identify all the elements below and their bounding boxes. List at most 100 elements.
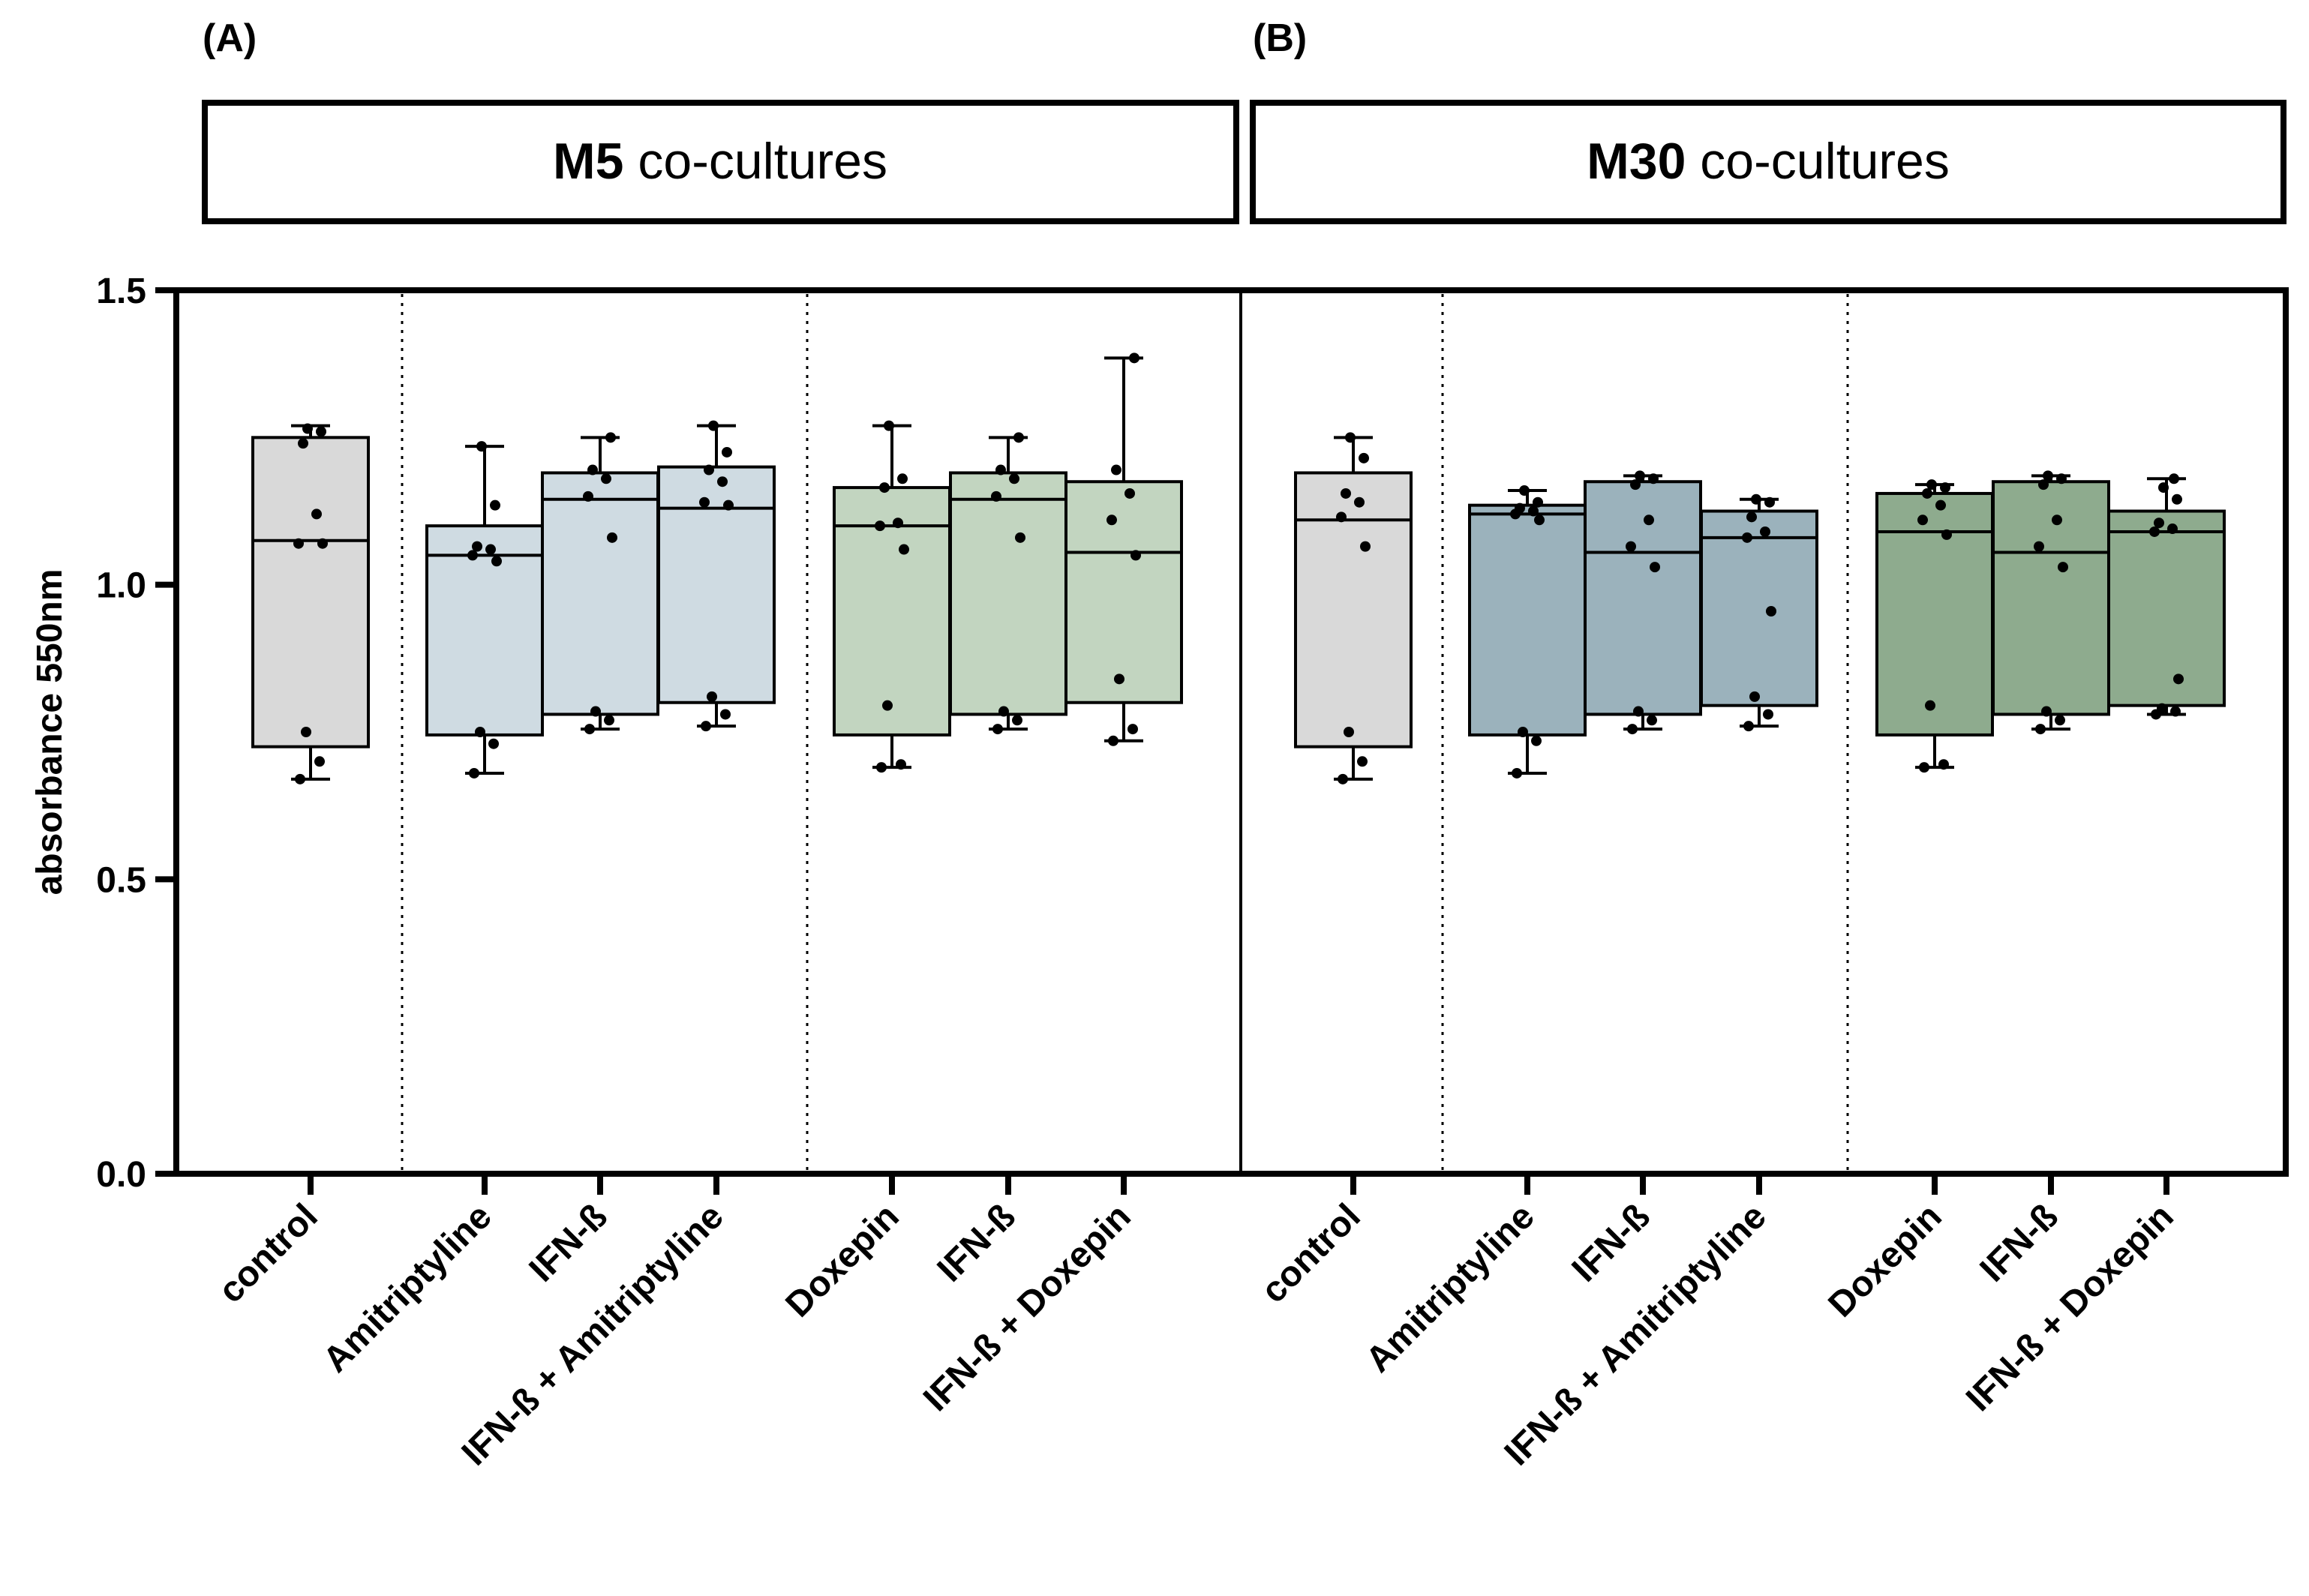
box [2107, 509, 2226, 707]
plot-frame [173, 287, 2289, 1177]
data-point [1627, 724, 1638, 735]
x-tick-label: Amitriptyline [1359, 1196, 1542, 1380]
data-point [1647, 715, 1657, 726]
data-point [476, 441, 487, 452]
panel-b-header-box [1250, 100, 2286, 224]
data-point [1760, 526, 1770, 537]
data-point [1940, 482, 1950, 494]
data-point [882, 700, 893, 711]
x-tick-label: IFN-ß + Doxepin [1959, 1196, 2181, 1419]
data-point [717, 476, 728, 488]
data-point [2158, 482, 2169, 494]
data-point [1124, 488, 1135, 499]
data-point [1114, 674, 1124, 685]
data-point [601, 473, 611, 484]
data-point [475, 727, 485, 737]
data-point [1648, 473, 1659, 484]
box [1584, 480, 1702, 716]
data-point [884, 420, 894, 431]
data-point [584, 724, 595, 735]
box [949, 471, 1067, 716]
data-point [875, 520, 885, 532]
data-point [583, 490, 593, 502]
data-point [991, 490, 1001, 502]
box [541, 471, 659, 716]
data-point [1635, 470, 1645, 482]
y-axis: 0.0 0.5 1.0 1.5 [96, 272, 176, 1195]
x-tick-label: IFN-ß [1565, 1196, 1658, 1289]
x-tick-label: control [1254, 1196, 1368, 1310]
data-point [1111, 464, 1121, 476]
data-point [316, 426, 326, 437]
panel-a-header-box [202, 100, 1239, 224]
panel-b-header-bold: M30 [1587, 133, 1686, 190]
data-point [1919, 762, 1929, 773]
data-point [899, 544, 909, 555]
data-point [1938, 759, 1949, 770]
data-point [317, 538, 328, 549]
data-point [1127, 724, 1138, 735]
data-point [1360, 541, 1371, 552]
data-point [587, 464, 598, 476]
data-point [2034, 541, 2044, 552]
data-point [1633, 706, 1644, 717]
data-point [1917, 514, 1928, 526]
box [1700, 509, 1818, 707]
x-tick-label: Amitriptyline [316, 1196, 500, 1380]
box [1992, 480, 2110, 716]
data-point [1345, 432, 1356, 443]
data-point [998, 706, 1009, 717]
data-point [2058, 562, 2068, 573]
data-point [2055, 715, 2065, 726]
data-point [1935, 500, 1946, 511]
data-point [314, 756, 325, 767]
data-point [723, 500, 734, 511]
data-point [1015, 532, 1025, 543]
data-point [1533, 496, 1543, 508]
panel-b-header-title: M30 co-cultures [1587, 133, 1950, 190]
data-point [604, 715, 614, 726]
data-point [2035, 724, 2046, 735]
data-point [1341, 488, 1351, 499]
data-point [1518, 727, 1528, 737]
data-point [1926, 479, 1937, 490]
data-point [1130, 550, 1141, 561]
data-point [1338, 773, 1348, 784]
box [251, 436, 370, 748]
data-point [490, 500, 500, 511]
data-point [2149, 526, 2160, 537]
y-axis-title: absorbance 550nm [30, 569, 70, 896]
data-point [1531, 735, 1542, 746]
data-point [876, 762, 887, 773]
data-point [607, 532, 617, 543]
data-point [1357, 756, 1368, 767]
data-point [720, 709, 731, 720]
x-tick-label: Doxepin [778, 1196, 906, 1324]
y-tick-label: 1.5 [96, 272, 146, 311]
data-point [893, 518, 903, 529]
panel-a-header-title: M5 co-cultures [553, 133, 887, 190]
data-point [491, 556, 502, 567]
data-point [1630, 479, 1641, 490]
data-point [1129, 352, 1139, 364]
x-tick-label: Doxepin [1821, 1196, 1949, 1324]
data-point [1922, 488, 1932, 499]
data-point [708, 420, 719, 431]
box [425, 524, 544, 736]
data-point [1009, 473, 1019, 484]
data-point [1746, 512, 1757, 523]
box [1064, 480, 1183, 704]
data-point [1925, 700, 1935, 711]
x-tick-label: control [211, 1196, 325, 1310]
data-point [1108, 735, 1118, 746]
x-tick-label: IFN-ß [1973, 1196, 2066, 1289]
data-point [1012, 715, 1022, 726]
data-point [707, 691, 717, 702]
box [1294, 471, 1413, 748]
data-point [1534, 514, 1545, 526]
x-tick-label: IFN-ß [522, 1196, 615, 1289]
panel-b-tag: (B) [1253, 16, 1307, 60]
data-point [2170, 706, 2181, 717]
